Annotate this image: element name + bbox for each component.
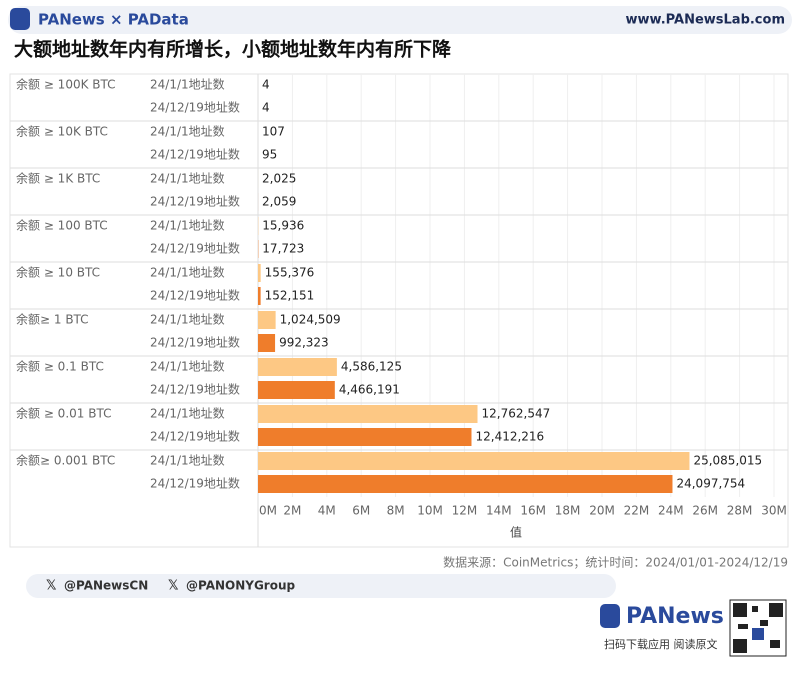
value-label: 15,936 bbox=[262, 219, 304, 233]
category-label: 余额 ≥ 10K BTC bbox=[16, 124, 108, 139]
category-label: 余额 ≥ 10 BTC bbox=[16, 265, 100, 280]
series-label: 24/1/1地址数 bbox=[150, 124, 225, 139]
series-label: 24/12/19地址数 bbox=[150, 241, 240, 256]
series-label: 24/12/19地址数 bbox=[150, 100, 240, 115]
source: 数据来源：CoinMetrics；统计时间：2024/01/01-2024/12… bbox=[443, 555, 788, 570]
bar bbox=[258, 381, 335, 399]
series-label: 24/12/19地址数 bbox=[150, 429, 240, 444]
bar bbox=[258, 428, 471, 446]
brand: PANews × PAData bbox=[38, 11, 189, 29]
x-tick-label: 4M bbox=[318, 504, 336, 518]
series-label: 24/1/1地址数 bbox=[150, 359, 225, 374]
value-label: 24,097,754 bbox=[676, 477, 745, 491]
value-label: 992,323 bbox=[279, 336, 329, 350]
bar bbox=[258, 405, 478, 423]
app-name: PANews bbox=[626, 604, 724, 629]
x-icon: 𝕏 bbox=[168, 579, 179, 594]
value-label: 2,025 bbox=[262, 172, 296, 186]
series-label: 24/12/19地址数 bbox=[150, 288, 240, 303]
series-label: 24/1/1地址数 bbox=[150, 453, 225, 468]
bar bbox=[258, 287, 261, 305]
series-label: 24/1/1地址数 bbox=[150, 265, 225, 280]
value-label: 25,085,015 bbox=[693, 454, 762, 468]
category-label: 余额 ≥ 100K BTC bbox=[16, 77, 116, 92]
category-label: 余额 ≥ 0.1 BTC bbox=[16, 359, 104, 374]
social: @PANewsCN bbox=[64, 579, 148, 593]
x-tick-label: 0M bbox=[259, 504, 277, 518]
app-logo bbox=[600, 604, 620, 628]
x-tick-label: 12M bbox=[452, 504, 478, 518]
value-label: 4,586,125 bbox=[341, 360, 402, 374]
bar bbox=[258, 475, 672, 493]
category-label: 余额 ≥ 0.01 BTC bbox=[16, 406, 111, 421]
value-label: 152,151 bbox=[265, 289, 315, 303]
x-icon: 𝕏 bbox=[46, 579, 57, 594]
value-label: 1,024,509 bbox=[280, 313, 341, 327]
bar bbox=[258, 358, 337, 376]
x-tick-label: 26M bbox=[692, 504, 718, 518]
category-label: 余额≥ 0.001 BTC bbox=[16, 453, 115, 468]
value-label: 4 bbox=[262, 101, 270, 115]
series-label: 24/1/1地址数 bbox=[150, 312, 225, 327]
x-tick-label: 14M bbox=[486, 504, 512, 518]
value-label: 107 bbox=[262, 125, 285, 139]
x-tick-label: 30M bbox=[761, 504, 787, 518]
value-label: 17,723 bbox=[262, 242, 304, 256]
series-label: 24/12/19地址数 bbox=[150, 335, 240, 350]
url: www.PANewsLab.com bbox=[626, 13, 785, 28]
series-label: 24/1/1地址数 bbox=[150, 406, 225, 421]
series-label: 24/1/1地址数 bbox=[150, 77, 225, 92]
value-label: 12,762,547 bbox=[482, 407, 551, 421]
series-label: 24/1/1地址数 bbox=[150, 171, 225, 186]
bar bbox=[258, 311, 276, 329]
category-label: 余额≥ 1 BTC bbox=[16, 312, 89, 327]
x-tick-label: 28M bbox=[727, 504, 753, 518]
value-label: 4,466,191 bbox=[339, 383, 400, 397]
x-tick-label: 6M bbox=[352, 504, 370, 518]
x-tick-label: 8M bbox=[387, 504, 405, 518]
value-label: 4 bbox=[262, 78, 270, 92]
app-hint: 扫码下载应用 阅读原文 bbox=[604, 637, 718, 651]
category-label: 余额 ≥ 100 BTC bbox=[16, 218, 108, 233]
value-label: 2,059 bbox=[262, 195, 296, 209]
chart-title: 大额地址数年内有所增长，小额地址数年内有所下降 bbox=[14, 38, 452, 61]
series-label: 24/12/19地址数 bbox=[150, 476, 240, 491]
x-tick-label: 18M bbox=[555, 504, 581, 518]
qr-code bbox=[730, 600, 786, 656]
x-tick-label: 20M bbox=[589, 504, 615, 518]
bar bbox=[258, 334, 275, 352]
x-tick-label: 24M bbox=[658, 504, 684, 518]
social: @PANONYGroup bbox=[186, 579, 296, 593]
series-label: 24/12/19地址数 bbox=[150, 194, 240, 209]
logo bbox=[10, 8, 30, 30]
series-label: 24/1/1地址数 bbox=[150, 218, 225, 233]
bar bbox=[258, 264, 261, 282]
value-label: 12,412,216 bbox=[475, 430, 544, 444]
x-tick-label: 16M bbox=[520, 504, 546, 518]
value-label: 155,376 bbox=[265, 266, 315, 280]
x-tick-label: 22M bbox=[624, 504, 650, 518]
series-label: 24/12/19地址数 bbox=[150, 147, 240, 162]
series-label: 24/12/19地址数 bbox=[150, 382, 240, 397]
category-label: 余额 ≥ 1K BTC bbox=[16, 171, 100, 186]
bar bbox=[258, 452, 689, 470]
x-tick-label: 10M bbox=[417, 504, 443, 518]
x-tick-label: 2M bbox=[283, 504, 301, 518]
value-label: 95 bbox=[262, 148, 277, 162]
x-axis-label: 值 bbox=[510, 525, 522, 540]
